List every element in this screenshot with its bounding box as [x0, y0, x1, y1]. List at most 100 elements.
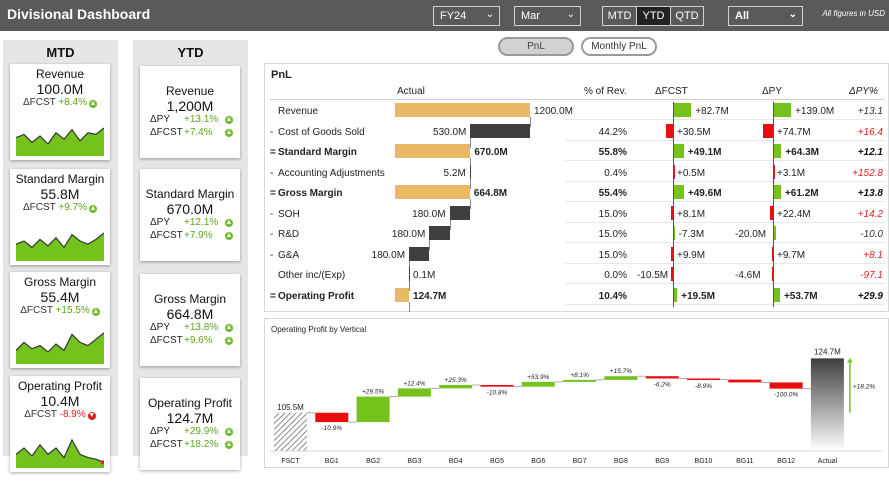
row-label: R&D — [278, 229, 300, 240]
fcst-variance-bar — [673, 287, 678, 302]
end-value-label: 124.7M — [814, 347, 841, 356]
arrow-up-icon — [846, 358, 853, 363]
sparkline — [16, 438, 104, 468]
delta-value: +29.9% — [184, 426, 219, 437]
category-label: BG1 — [325, 458, 339, 465]
category-label: BG2 — [366, 458, 380, 465]
category-label: BG9 — [655, 458, 669, 465]
mtd-card[interactable]: Revenue 100.0M ΔFCST +8.4% ▲ — [10, 64, 110, 160]
period-mtd-button[interactable]: MTD — [607, 10, 632, 22]
sparkline-area — [16, 233, 104, 261]
divider — [565, 221, 885, 223]
fcst-variance-value: +8.1M — [677, 208, 706, 220]
delta-value: +7.4% — [184, 127, 213, 138]
card-delta-row: ΔFCST -8.9% ▼ — [10, 409, 110, 420]
delta-label: -8.9% — [695, 383, 712, 390]
pnl-panel: PnL Actual % of Rev. ΔFCST ΔPY ΔPY% Reve… — [264, 63, 889, 312]
py-pct-value: +12.1 — [857, 147, 883, 158]
delta-bar — [439, 384, 473, 389]
filter-dropdown[interactable]: All ⌄ — [728, 6, 803, 26]
card-delta-row: ΔFCST +9.7% ▲ — [10, 202, 110, 213]
ytd-card[interactable]: Gross Margin 664.8M ΔPY +13.8% ▲ ΔFCST +9.6% ▲ — [140, 274, 240, 366]
pct-of-revenue: 0.4% — [604, 167, 627, 179]
fcst-variance-value: +0.5M — [677, 167, 706, 179]
fcst-variance-value: +82.7M — [695, 106, 729, 117]
divider — [565, 303, 885, 305]
start-value-label: 105.5M — [277, 403, 304, 412]
fcst-variance-bar — [673, 185, 684, 199]
mtd-column: MTD Revenue 100.0M ΔFCST +8.4% ▲ Standard Ma… — [3, 40, 118, 472]
delta-bar — [356, 396, 390, 423]
card-title: Operating Profit — [147, 396, 233, 410]
sparkline-marker — [101, 460, 104, 465]
delta-row: ΔPY +12.1% ▲ — [140, 217, 240, 230]
card-title: Gross Margin — [23, 275, 97, 289]
pnl-toggle-button[interactable]: PnL — [498, 37, 574, 56]
year-dropdown[interactable]: FY24 ⌄ — [433, 6, 500, 26]
py-pct-value: +16.4 — [857, 126, 883, 138]
row-prefix: - — [270, 167, 274, 179]
card-value: 664.8M — [166, 306, 214, 322]
pnl-row-label: Other inc/(Exp) — [270, 270, 345, 281]
actual-bar — [469, 164, 471, 179]
connector-line — [449, 219, 451, 230]
chevron-down-icon: ⌄ — [566, 9, 575, 20]
card-value: 1,200M — [166, 98, 214, 114]
category-label: BG11 — [736, 458, 753, 465]
card-value: 10.4M — [40, 393, 80, 409]
mtd-card[interactable]: Gross Margin 55.4M ΔFCST +15.5% ▲ — [10, 272, 110, 368]
period-ytd-button[interactable]: YTD — [637, 7, 670, 25]
delta-bar — [604, 376, 638, 380]
connector-line — [469, 199, 471, 209]
fcst-variance-bar — [671, 205, 674, 220]
card-value: 100.0M — [36, 81, 84, 97]
delta-label: +8.1% — [570, 372, 589, 379]
pct-of-revenue: 55.4% — [598, 188, 627, 199]
pnl-row-label: - Cost of Goods Sold — [270, 127, 365, 138]
connector-line — [409, 260, 411, 271]
category-label: BG6 — [531, 458, 545, 465]
py-variance-bar — [773, 103, 792, 117]
year-dropdown-value: FY24 — [440, 10, 467, 22]
mtd-card[interactable]: Operating Profit 10.4M ΔFCST -8.9% ▼ — [10, 376, 110, 472]
actual-value: 664.8M — [473, 188, 508, 199]
actual-value: 670.0M — [474, 147, 508, 158]
actual-bar — [395, 185, 470, 199]
py-pct-value: -97.1 — [860, 270, 883, 281]
divider — [565, 201, 885, 202]
connector-line — [469, 178, 471, 189]
sparkline-area — [16, 128, 104, 156]
arrow-up-icon: ▲ — [225, 337, 233, 345]
pct-of-revenue: 15.0% — [598, 229, 627, 240]
monthly-pnl-toggle-button[interactable]: Monthly PnL — [581, 37, 657, 56]
header-py-pct: ΔPY% — [849, 86, 878, 97]
py-variance-value: +9.7M — [777, 249, 806, 261]
month-dropdown[interactable]: Mar ⌄ — [514, 6, 581, 26]
mtd-card[interactable]: Standard Margin 55.8M ΔFCST +9.7% ▲ — [10, 169, 110, 265]
row-prefix: = — [270, 147, 276, 158]
fsct-bar — [274, 412, 307, 451]
waterfall-chart: 105.5M -10.9% +29.5% +12.4% +25.3% -10.8% +53.… — [270, 347, 883, 465]
py-variance-bar — [773, 144, 782, 158]
ytd-card[interactable]: Operating Profit 124.7M ΔPY +29.9% ▲ ΔFCST +18… — [140, 378, 240, 470]
ytd-card[interactable]: Revenue 1,200M ΔPY +13.1% ▲ ΔFCST +7.4% ▲ — [140, 66, 240, 158]
py-pct-value: +8.1 — [863, 249, 883, 261]
sparkline — [16, 127, 104, 156]
arrow-up-icon: ▲ — [89, 100, 98, 108]
delta-value: +15.5% — [55, 305, 90, 316]
delta-row: ΔFCST +7.9% ▲ — [140, 230, 240, 243]
py-variance-value: -4.6M — [735, 270, 761, 281]
delta-row: ΔFCST +7.4% ▲ — [140, 127, 240, 140]
period-qtd-button[interactable]: QTD — [675, 10, 699, 22]
actual-bar — [395, 287, 410, 302]
row-label: Standard Margin — [278, 147, 357, 158]
delta-label: ΔPY — [150, 217, 171, 228]
row-label: Other inc/(Exp) — [278, 270, 346, 281]
arrow-up-icon: ▲ — [91, 308, 100, 316]
fcst-variance-value: +49.1M — [687, 147, 722, 158]
divider — [670, 7, 671, 25]
ytd-card[interactable]: Standard Margin 670.0M ΔPY +12.1% ▲ ΔFCST +7.9… — [140, 169, 240, 261]
connector-line — [409, 301, 411, 312]
py-pct-value: +13.8 — [857, 188, 883, 199]
